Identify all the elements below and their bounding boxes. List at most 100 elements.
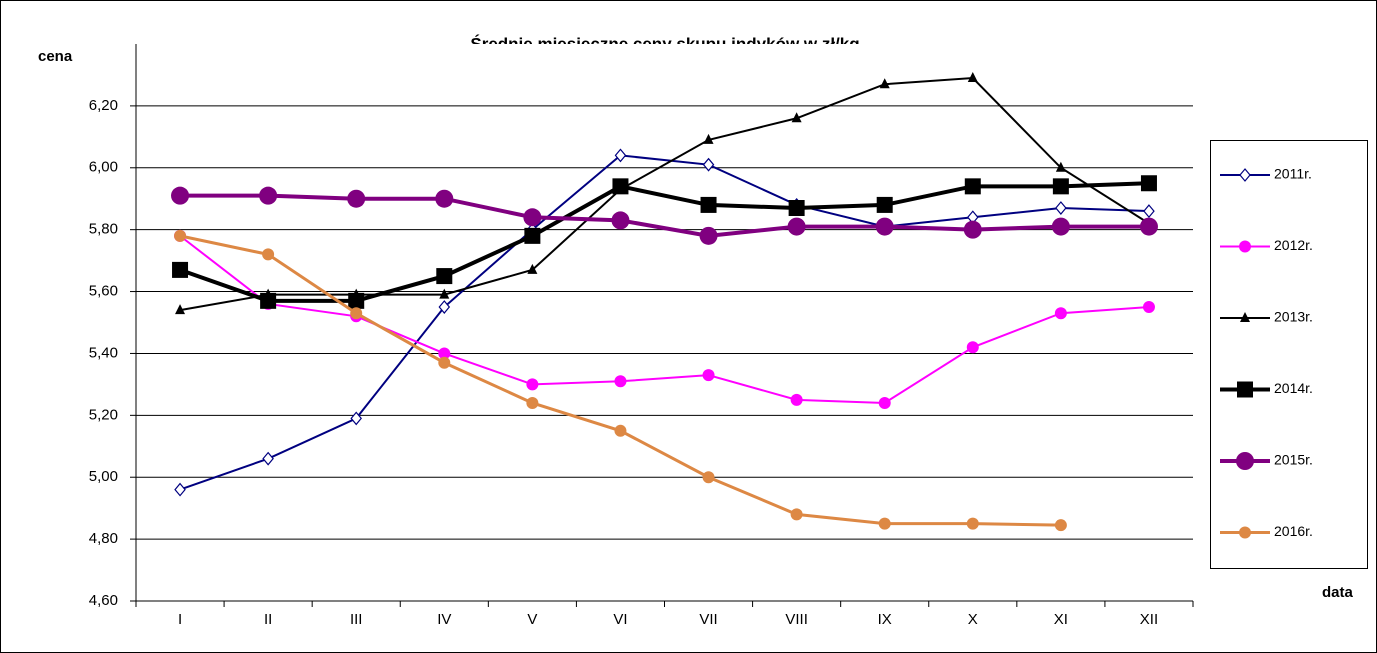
- data-point: [790, 508, 803, 521]
- x-tick-label: XI: [1054, 611, 1068, 628]
- series-line: [179, 154, 1149, 491]
- data-point: [350, 307, 363, 320]
- data-point: [172, 261, 189, 278]
- x-tick-label: X: [968, 611, 978, 628]
- x-tick-label: IX: [878, 611, 892, 628]
- data-point: [260, 292, 277, 309]
- data-point: [878, 396, 891, 409]
- series-line: [179, 235, 1150, 404]
- data-point: [350, 411, 362, 426]
- data-point: [174, 229, 187, 242]
- legend-marker: [1236, 452, 1254, 470]
- data-point: [1143, 204, 1155, 219]
- data-point: [702, 369, 715, 382]
- data-point: [791, 112, 802, 123]
- y-axis-label: cena: [38, 48, 73, 65]
- x-axis-label: data: [1322, 584, 1354, 601]
- y-tick-label: 5,80: [89, 221, 118, 238]
- legend-marker: [1239, 168, 1251, 182]
- data-point: [966, 517, 979, 530]
- legend-label: 2016r.: [1274, 523, 1313, 539]
- y-tick-label: 5,00: [89, 468, 118, 485]
- data-point: [790, 393, 803, 406]
- x-tick-label: II: [264, 611, 272, 628]
- data-point: [875, 217, 894, 236]
- data-point: [1055, 201, 1067, 215]
- series-line: [179, 181, 1150, 303]
- y-tick-label: 4,80: [89, 530, 118, 547]
- data-point: [347, 189, 366, 208]
- data-point: [612, 178, 629, 195]
- data-point: [614, 424, 627, 437]
- data-point: [702, 471, 715, 484]
- data-point: [523, 208, 542, 227]
- data-point: [1054, 519, 1067, 532]
- data-point: [1051, 217, 1070, 236]
- legend-box: [1210, 140, 1368, 569]
- data-point: [435, 189, 454, 208]
- data-point: [1140, 175, 1157, 192]
- data-point: [526, 378, 539, 391]
- plot-area: [136, 44, 1193, 601]
- data-point: [964, 178, 981, 195]
- data-point: [611, 211, 630, 230]
- y-tick-label: 6,20: [89, 97, 118, 114]
- data-point: [438, 347, 451, 360]
- series-line: [180, 193, 1149, 238]
- legend-label: 2015r.: [1274, 452, 1313, 468]
- data-point: [259, 186, 278, 205]
- series-line: [179, 77, 1150, 312]
- x-tick-label: V: [527, 611, 537, 628]
- legend-marker: [1240, 312, 1250, 322]
- data-point: [700, 196, 717, 213]
- data-point: [878, 517, 891, 530]
- data-point: [438, 356, 451, 369]
- data-point: [966, 341, 979, 354]
- data-point: [174, 482, 186, 497]
- data-point: [1052, 178, 1069, 195]
- legend-label: 2012r.: [1274, 237, 1313, 253]
- data-point: [439, 288, 450, 299]
- legend-marker: [1239, 526, 1251, 539]
- data-point: [703, 133, 714, 144]
- y-tick-label: 5,60: [89, 283, 118, 300]
- data-point: [787, 217, 806, 236]
- data-point: [524, 227, 541, 244]
- data-point: [438, 300, 451, 314]
- data-point: [436, 268, 453, 285]
- y-tick-label: 6,00: [89, 159, 118, 176]
- data-point: [614, 375, 627, 388]
- data-point: [702, 157, 715, 172]
- data-point: [1139, 217, 1158, 236]
- legend-label: 2013r.: [1274, 309, 1313, 325]
- data-point: [879, 78, 890, 89]
- data-point: [348, 292, 365, 309]
- data-point: [614, 148, 627, 163]
- data-point: [171, 186, 190, 205]
- legend-label: 2014r.: [1274, 380, 1313, 396]
- data-point: [699, 226, 718, 245]
- legend-marker: [1237, 381, 1253, 398]
- data-point: [527, 263, 538, 274]
- data-point: [526, 396, 539, 409]
- data-point: [175, 304, 186, 315]
- data-point: [963, 220, 982, 239]
- data-point: [1142, 301, 1155, 314]
- data-point: [262, 248, 275, 261]
- x-tick-label: I: [178, 611, 182, 628]
- x-tick-label: VIII: [785, 611, 808, 628]
- data-point: [1055, 161, 1066, 172]
- legend-label: 2011r.: [1274, 166, 1312, 182]
- x-tick-label: III: [350, 611, 363, 628]
- data-point: [876, 196, 893, 213]
- data-point: [788, 200, 805, 217]
- legend-marker: [1239, 240, 1251, 253]
- y-tick-label: 5,40: [89, 344, 118, 361]
- x-tick-label: XII: [1140, 611, 1158, 628]
- x-tick-label: IV: [437, 611, 451, 628]
- x-tick-label: VI: [613, 611, 627, 628]
- x-tick-label: VII: [699, 611, 717, 628]
- data-point: [262, 451, 274, 466]
